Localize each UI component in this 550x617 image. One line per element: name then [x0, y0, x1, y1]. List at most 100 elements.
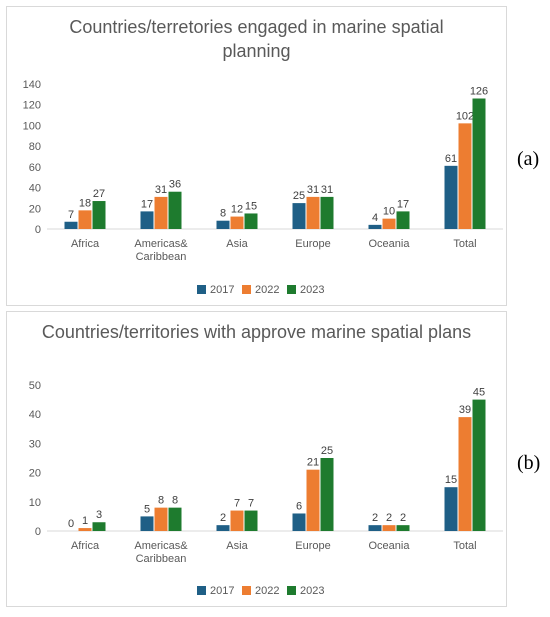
data-label: 15 [245, 200, 257, 212]
bar-2017 [140, 211, 154, 229]
data-label: 39 [459, 404, 471, 416]
bar-2022 [78, 528, 92, 531]
bar-2022 [458, 417, 472, 531]
data-label: 2 [400, 512, 406, 524]
bar-2022 [78, 210, 92, 229]
data-label: 3 [96, 509, 102, 521]
data-label: 4 [372, 212, 378, 224]
data-label: 2 [372, 512, 378, 524]
bar-2017 [140, 516, 154, 531]
data-label: 17 [141, 198, 153, 210]
x-category-label: Total [453, 238, 476, 250]
data-label: 102 [456, 110, 474, 122]
legend-swatch-2017 [197, 586, 206, 595]
legend-swatch-2023 [287, 586, 296, 595]
bar-2023 [320, 458, 334, 531]
data-label: 17 [397, 198, 409, 210]
data-label: 2 [386, 512, 392, 524]
y-tick-label: 20 [29, 203, 41, 215]
y-tick-label: 80 [29, 141, 41, 153]
bar-2022 [306, 196, 320, 229]
bar-2017 [216, 220, 230, 229]
y-tick-label: 50 [29, 380, 41, 392]
data-label: 31 [307, 184, 319, 196]
bar-2017 [292, 203, 306, 229]
data-label: 6 [296, 500, 302, 512]
bar-2022 [230, 510, 244, 531]
legend-swatch-2022 [242, 586, 251, 595]
x-category-label: Americas& [134, 540, 188, 552]
y-tick-label: 40 [29, 409, 41, 421]
data-label: 7 [248, 498, 254, 510]
y-tick-label: 0 [35, 224, 41, 236]
bar-2017 [368, 224, 382, 229]
panel-label-a: (a) [517, 148, 540, 170]
bar-2022 [382, 525, 396, 531]
bar-2023 [472, 98, 486, 229]
bar-2023 [244, 213, 258, 229]
bar-2022 [306, 469, 320, 531]
data-label: 61 [445, 153, 457, 165]
x-category-label: Europe [295, 540, 330, 552]
chart-panel-a: Countries/terretories engaged in marine … [6, 6, 507, 306]
y-tick-label: 40 [29, 183, 41, 195]
x-category-label: Oceania [369, 238, 411, 250]
bar-2023 [320, 196, 334, 229]
data-label: 25 [293, 190, 305, 202]
x-category-label: Caribbean [136, 553, 187, 565]
data-label: 45 [473, 387, 485, 399]
data-label: 15 [445, 474, 457, 486]
bar-2022 [230, 216, 244, 229]
x-category-label: Oceania [369, 540, 411, 552]
data-label: 10 [383, 206, 395, 218]
bar-2017 [444, 165, 458, 229]
legend-swatch-2023 [287, 285, 296, 294]
bar-2022 [458, 123, 472, 229]
bar-2022 [154, 507, 168, 531]
y-tick-label: 60 [29, 162, 41, 174]
bar-2022 [382, 218, 396, 229]
y-tick-label: 10 [29, 497, 41, 509]
chart-panel-b: Countries/territories with approve marin… [6, 311, 507, 607]
bar-2017 [292, 513, 306, 531]
bar-2017 [64, 221, 78, 229]
bar-2023 [168, 191, 182, 229]
data-label: 31 [321, 184, 333, 196]
chart-title-a: Countries/terretories engaged in marine … [69, 17, 444, 61]
data-label: 21 [307, 457, 319, 469]
x-category-label: Africa [71, 238, 100, 250]
y-tick-label: 120 [23, 100, 41, 112]
bar-2023 [92, 522, 106, 531]
data-label: 8 [172, 495, 178, 507]
data-label: 36 [169, 179, 181, 191]
x-category-label: Asia [226, 540, 248, 552]
data-label: 7 [68, 209, 74, 221]
data-label: 2 [220, 512, 226, 524]
x-category-label: Asia [226, 238, 248, 250]
bar-2023 [92, 201, 106, 229]
legend-label: 2017 [210, 585, 234, 597]
legend-label: 2022 [255, 284, 279, 296]
chart-title-b: Countries/territories with approve marin… [41, 322, 472, 342]
legend-label: 2022 [255, 585, 279, 597]
bar-2022 [154, 196, 168, 229]
y-tick-label: 0 [35, 526, 41, 538]
panel-label-b: (b) [517, 452, 541, 474]
x-category-label: Americas& [134, 238, 188, 250]
legend-label: 2023 [300, 284, 324, 296]
legend-swatch-2022 [242, 285, 251, 294]
x-category-label: Europe [295, 238, 330, 250]
bar-2017 [444, 487, 458, 531]
bar-2023 [472, 399, 486, 531]
legend-label: 2017 [210, 284, 234, 296]
y-tick-label: 30 [29, 438, 41, 450]
data-label: 31 [155, 184, 167, 196]
data-label: 18 [79, 197, 91, 209]
x-category-label: Caribbean [136, 251, 187, 263]
data-label: 8 [220, 208, 226, 220]
data-label: 5 [144, 503, 150, 515]
data-label: 25 [321, 445, 333, 457]
data-label: 12 [231, 204, 243, 216]
bar-2023 [396, 211, 410, 229]
